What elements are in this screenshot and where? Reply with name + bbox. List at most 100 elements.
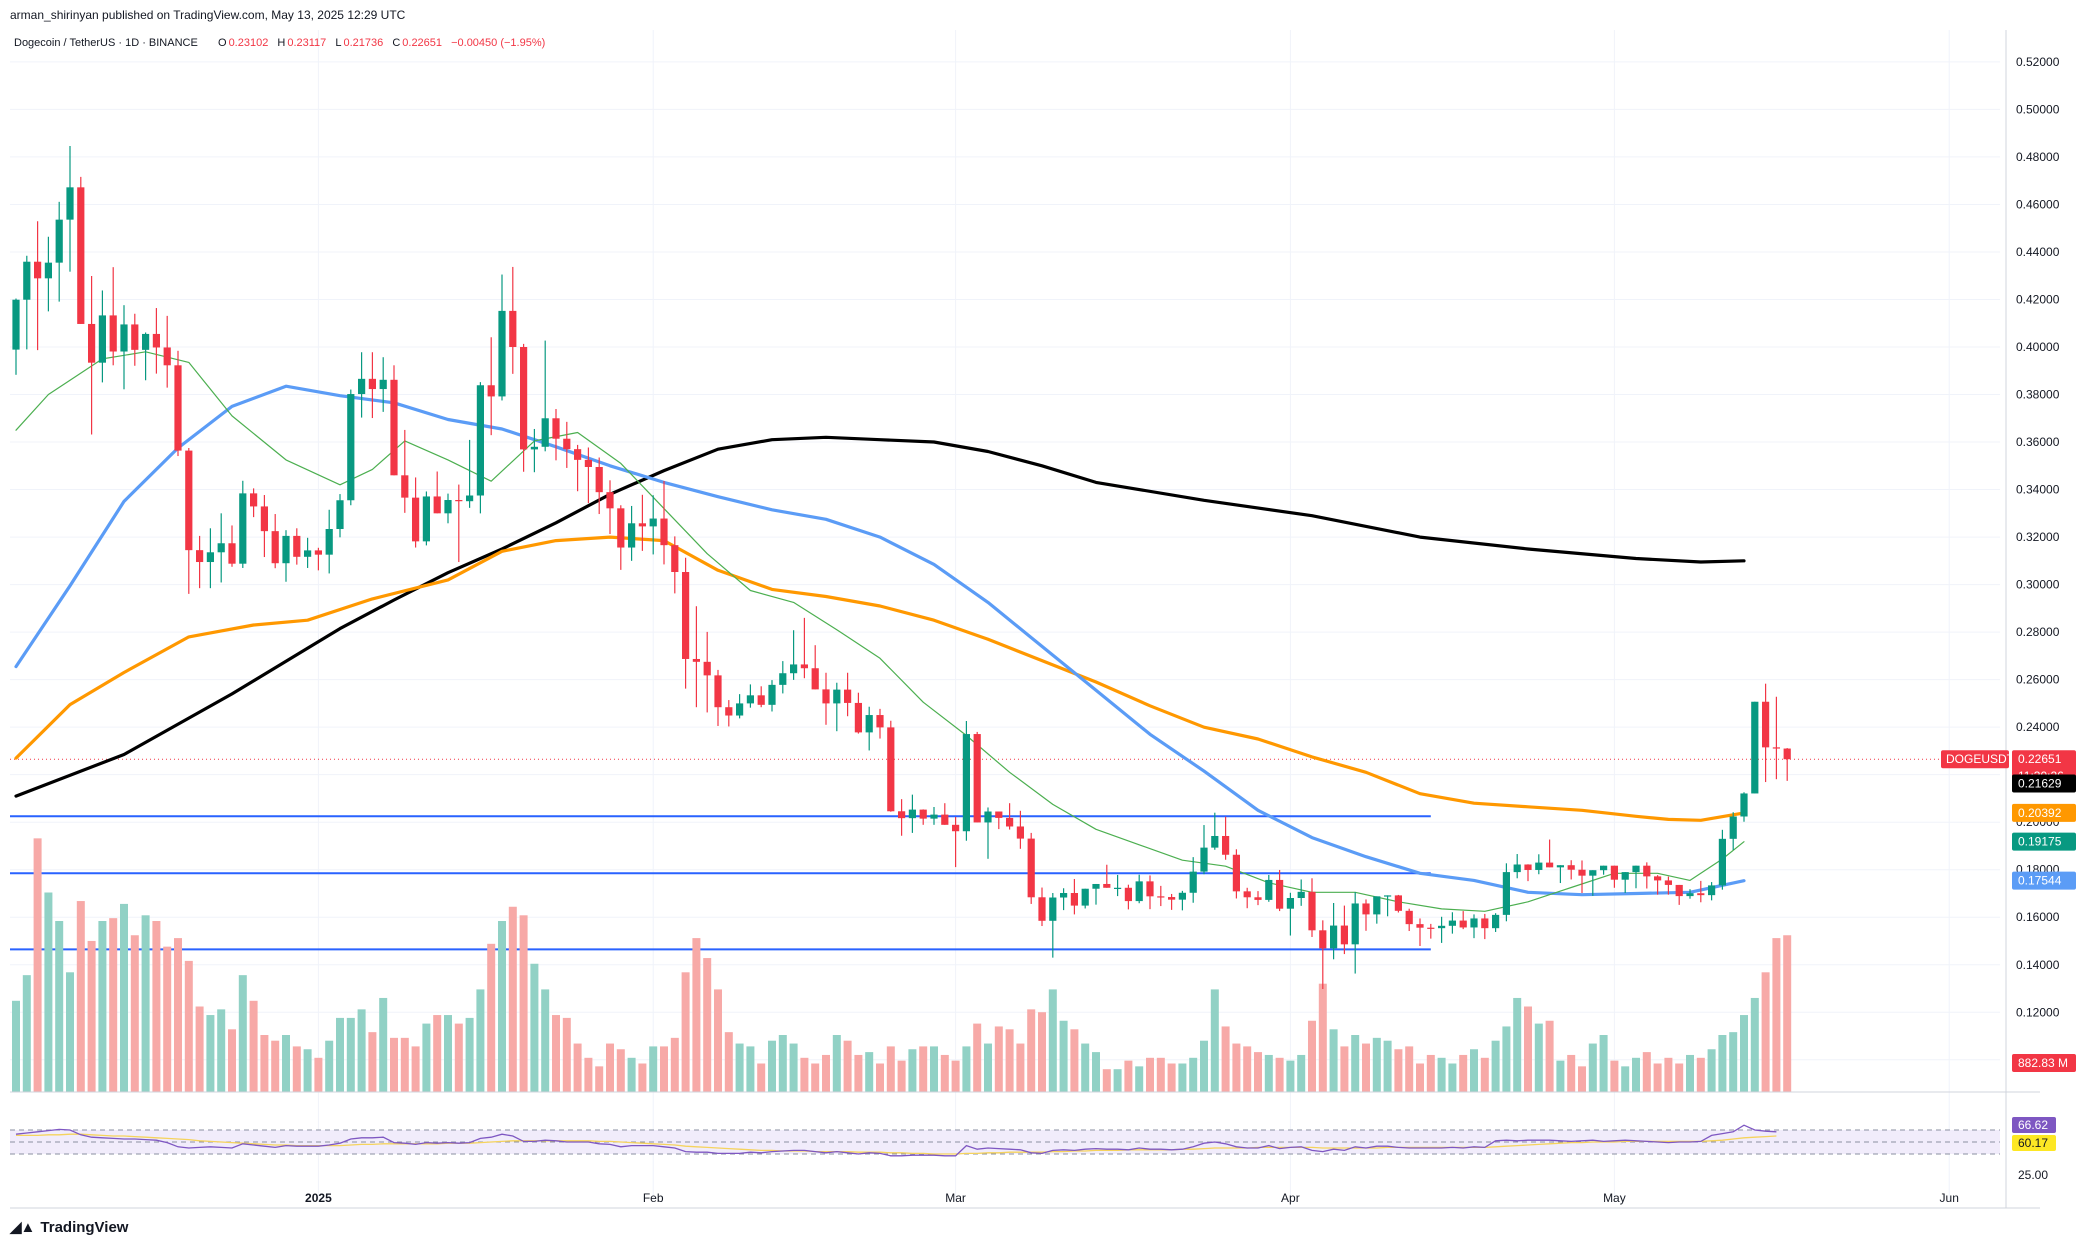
- volume-bar: [1621, 1066, 1630, 1092]
- candle-body: [131, 324, 139, 350]
- volume-bar: [465, 1017, 474, 1092]
- candle-body: [1535, 862, 1543, 870]
- y-tick-label: 0.36000: [2016, 435, 2060, 449]
- candle-body: [1589, 870, 1597, 876]
- candle-body: [1232, 854, 1240, 892]
- ma200-tag: 0.21629: [2018, 776, 2062, 790]
- volume-bar: [638, 1063, 647, 1092]
- volume-bar: [379, 997, 388, 1092]
- volume-bar: [130, 935, 139, 1092]
- volume-bar: [1005, 1029, 1014, 1092]
- volume-bar: [832, 1035, 841, 1092]
- ma200-tag-bg: [2012, 774, 2076, 793]
- candle-body: [898, 811, 906, 819]
- candle-body: [109, 315, 117, 352]
- candle-body: [530, 446, 538, 450]
- volume-bar: [282, 1035, 290, 1092]
- candle-body: [88, 323, 96, 363]
- volume-bar: [1772, 938, 1781, 1092]
- candle-body: [1459, 920, 1467, 928]
- volume-bar: [1599, 1035, 1608, 1092]
- volume-bar: [1372, 1037, 1381, 1092]
- candle-body: [34, 261, 42, 279]
- candle-body: [552, 418, 560, 439]
- volume-bar: [1167, 1063, 1176, 1092]
- rsi-bottom-label: 25.00: [2018, 1168, 2048, 1182]
- volume-bar: [1200, 1040, 1208, 1092]
- candle-body: [520, 347, 528, 450]
- volume-bar: [1113, 1069, 1122, 1092]
- ma20-tag: 0.19175: [2018, 835, 2062, 849]
- volume-bar: [876, 1063, 884, 1092]
- price-tags: DOGEUSDT0.2265111:30:260.216290.203920.1…: [1941, 750, 2076, 1182]
- candle-body: [1600, 865, 1608, 871]
- volume-bar: [919, 1046, 928, 1092]
- volume-bar: [1124, 1060, 1133, 1092]
- volume-bar: [886, 1046, 895, 1092]
- volume-bar: [357, 1009, 366, 1092]
- y-tick-label: 0.14000: [2016, 958, 2060, 972]
- candle-body: [174, 365, 182, 451]
- volume-bar: [1135, 1066, 1144, 1092]
- volume-bar: [519, 915, 528, 1092]
- candle-body: [1729, 816, 1737, 839]
- legend: Dogecoin / TetherUS · 1D · BINANCE O 0.23…: [14, 37, 545, 49]
- brand-label: TradingView: [40, 1218, 129, 1236]
- candle-body: [1740, 793, 1748, 817]
- tradingview-logo[interactable]: ◢▲ TradingView: [10, 1218, 129, 1237]
- volume-bar: [1610, 1060, 1619, 1092]
- candle-body: [1340, 925, 1348, 945]
- volume-bar: [1308, 1020, 1316, 1092]
- candle-body: [1308, 891, 1316, 931]
- volume-bar: [930, 1046, 938, 1092]
- candle-body: [617, 508, 625, 548]
- candle-body: [941, 814, 949, 825]
- y-tick-label: 0.44000: [2016, 245, 2060, 259]
- volume-bar: [1383, 1040, 1392, 1092]
- volume-bar: [681, 972, 690, 1092]
- volume-bar: [670, 1037, 679, 1092]
- candle-body: [1578, 869, 1586, 876]
- candle-body: [217, 543, 225, 553]
- volume-bar: [800, 1057, 809, 1092]
- candle-body: [401, 475, 409, 498]
- candle-body: [1751, 701, 1759, 794]
- candle-body: [455, 500, 463, 502]
- y-tick-label: 0.24000: [2016, 720, 2060, 734]
- candle-body: [433, 496, 441, 514]
- candle-body: [649, 518, 657, 527]
- candle-body: [1718, 838, 1726, 886]
- candle-body: [1211, 835, 1219, 848]
- rsi-ma-tag: 60.17: [2018, 1136, 2048, 1150]
- volume-bar: [584, 1057, 593, 1092]
- volume-bar: [249, 1000, 258, 1092]
- volume-bar: [735, 1043, 744, 1092]
- candle-body: [1762, 701, 1770, 748]
- volume-bar: [336, 1017, 344, 1092]
- candle-body: [833, 689, 841, 704]
- candle-body: [293, 535, 301, 557]
- candle-body: [358, 378, 366, 395]
- volume-bar: [1632, 1057, 1640, 1092]
- y-tick-label: 0.34000: [2016, 483, 2060, 497]
- x-tick-label: Apr: [1281, 1191, 1300, 1205]
- x-tick-label: 2025: [305, 1191, 332, 1205]
- candle-body: [466, 495, 474, 502]
- volume-tag: 882.83 M: [2018, 1056, 2068, 1070]
- candle-body: [98, 315, 106, 363]
- volume-bar: [33, 838, 42, 1092]
- volume-bar: [1329, 1029, 1338, 1092]
- candle-body: [260, 506, 268, 532]
- candle-body: [271, 531, 279, 564]
- volume-bar: [757, 1063, 766, 1092]
- candle-body: [919, 809, 927, 819]
- volume-bar: [789, 1043, 798, 1092]
- candle-body: [1049, 897, 1057, 921]
- candle-body: [876, 715, 884, 728]
- candle-body: [563, 438, 571, 450]
- volume-bar: [1664, 1057, 1673, 1092]
- volume-bar: [1243, 1046, 1252, 1092]
- moving-averages: [14, 351, 1746, 912]
- volume-bar: [1340, 1046, 1349, 1092]
